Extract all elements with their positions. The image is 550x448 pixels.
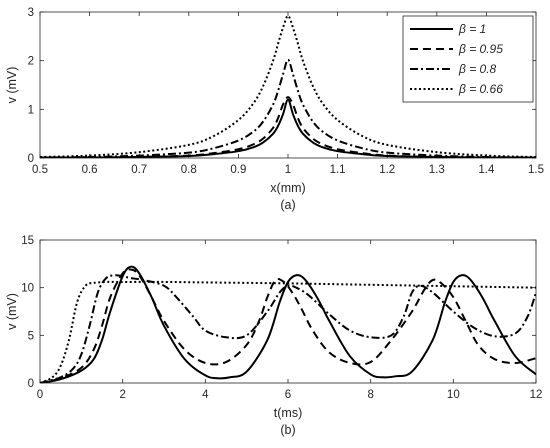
y-axis-label: v (mV) bbox=[5, 293, 19, 330]
y-tick-label: 10 bbox=[21, 283, 34, 295]
x-tick-label: 8 bbox=[367, 389, 373, 401]
y-tick-label: 15 bbox=[21, 235, 34, 247]
y-tick-label: 0 bbox=[28, 378, 34, 390]
legend-box bbox=[402, 15, 534, 103]
series-line-1 bbox=[40, 96, 536, 158]
y-tick-label: 3 bbox=[28, 7, 34, 19]
y-tick-label: 1 bbox=[28, 104, 34, 116]
x-tick-label: 1.3 bbox=[429, 164, 445, 176]
x-axis-label: x(mm) bbox=[270, 181, 305, 195]
y-tick-label: 5 bbox=[28, 330, 34, 342]
x-tick-label: 0.9 bbox=[230, 164, 246, 176]
series-line-1 bbox=[40, 268, 536, 383]
x-tick-label: 1.4 bbox=[478, 164, 495, 176]
y-tick-label: 0 bbox=[28, 153, 34, 165]
panel-label: (a) bbox=[280, 198, 295, 212]
x-tick-label: 1.5 bbox=[528, 164, 544, 176]
x-tick-label: 0.7 bbox=[131, 164, 147, 176]
y-tick-label: 2 bbox=[28, 56, 34, 68]
panel-a-chart: 0.5 0.6 0.7 0.8 0.9 1 1.1 1.2 1.3 1.4 1.5 0 1 2 3 x(mm)… bbox=[5, 7, 544, 212]
x-axis-label: t(ms) bbox=[274, 406, 302, 420]
x-tick-label: 0.5 bbox=[32, 164, 48, 176]
x-tick-label: 2 bbox=[119, 389, 125, 401]
legend-label-3: β = 0.66 bbox=[458, 82, 503, 96]
x-tick-label: 1.1 bbox=[330, 164, 346, 176]
legend-label-1: β = 0.95 bbox=[458, 42, 503, 56]
x-tick-label: 12 bbox=[530, 389, 543, 401]
x-tick-label: 4 bbox=[202, 389, 209, 401]
x-tick-label: 6 bbox=[285, 389, 291, 401]
plot-area bbox=[39, 239, 537, 384]
series-line-2 bbox=[40, 58, 536, 158]
panel-b-chart: 0 2 4 6 8 10 12 0 5 10 15 t(ms) v (mV) (b) bbox=[5, 235, 542, 437]
x-tick-label: 10 bbox=[447, 389, 460, 401]
x-tick-label: 0.8 bbox=[181, 164, 197, 176]
legend-label-2: β = 0.8 bbox=[458, 62, 497, 76]
series-line-2 bbox=[40, 274, 536, 383]
legend-label-0: β = 1 bbox=[458, 22, 486, 36]
panel-label: (b) bbox=[280, 423, 295, 437]
x-tick-label: 1.2 bbox=[379, 164, 395, 176]
x-tick-label: 1 bbox=[285, 164, 291, 176]
x-tick-label: 0 bbox=[37, 389, 43, 401]
legend: β = 1 β = 0.95 β = 0.8 β = 0.66 bbox=[402, 15, 534, 103]
y-axis-label: v (mV) bbox=[5, 67, 19, 104]
x-tick-label: 0.6 bbox=[82, 164, 98, 176]
